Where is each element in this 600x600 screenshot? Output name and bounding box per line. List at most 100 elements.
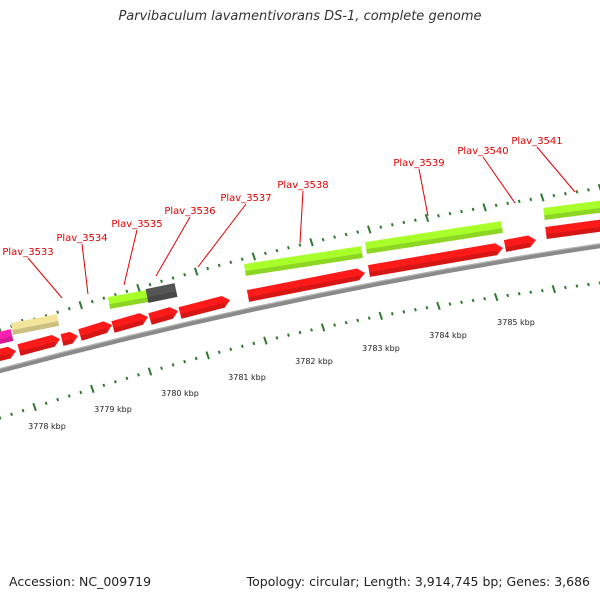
- outer-tick: [540, 193, 545, 202]
- outer-tick: [102, 296, 106, 300]
- gray-block: [145, 283, 178, 303]
- ruler-tick: [240, 344, 244, 349]
- ruler-tick: [21, 408, 25, 413]
- gene-block-green: [107, 290, 150, 309]
- ruler-tick: [147, 367, 153, 376]
- label-leader-line: [155, 216, 191, 277]
- ruler-tick: [471, 298, 475, 303]
- feature-shade: [366, 228, 503, 254]
- gene-arrow: [148, 307, 178, 325]
- ruler-tick: [367, 316, 371, 320]
- outer-tick: [67, 306, 71, 311]
- ruler-tick: [436, 301, 441, 310]
- label-leader-line: [536, 146, 576, 193]
- outer-tick: [90, 299, 94, 304]
- outer-tick: [171, 276, 175, 280]
- gene-arrow: [78, 321, 112, 341]
- genome-summary-text: Topology: circular; Length: 3,914,745 bp…: [246, 574, 590, 589]
- outer-tick: [482, 203, 487, 212]
- feature-shade: [12, 321, 60, 335]
- backbone-highlight: [0, 243, 600, 370]
- feature-shade: [113, 319, 144, 333]
- gene-arrow: [60, 331, 78, 346]
- outer-tick: [424, 213, 430, 223]
- ruler-tick: [517, 292, 521, 296]
- gene-label: Plav_3537: [220, 193, 271, 204]
- feature-track: [0, 200, 600, 361]
- feature-shade: [245, 253, 363, 276]
- outer-tick: [321, 237, 325, 242]
- ruler-tick: [125, 376, 129, 381]
- label-leader-line: [123, 229, 138, 286]
- outer-tick: [193, 267, 199, 276]
- gene-label: Plav_3535: [111, 219, 162, 230]
- gene-arrow: [111, 313, 148, 333]
- label-leader-line: [299, 190, 304, 244]
- gene-arrow: [178, 295, 230, 319]
- outer-tick: [206, 266, 210, 271]
- outer-tick: [160, 279, 163, 284]
- ruler-tick: [205, 351, 210, 360]
- ruler-tick: [160, 366, 163, 370]
- feature-shade: [62, 338, 74, 346]
- feature-shade: [369, 250, 499, 277]
- outer-tick: [597, 183, 600, 192]
- feature-shade: [180, 302, 226, 319]
- ruler-tick: [506, 293, 510, 298]
- label-leader-line: [81, 243, 89, 295]
- ruler-label: 3785 kbp: [497, 318, 535, 327]
- outer-tick: [437, 214, 440, 218]
- outer-tick: [471, 207, 475, 212]
- outer-tick-ring: [0, 183, 600, 332]
- ruler-label: 3784 kbp: [429, 331, 467, 340]
- outer-tick: [113, 292, 117, 297]
- outer-tick: [217, 263, 221, 268]
- outer-tick: [563, 191, 567, 196]
- gene-arrow: [0, 346, 16, 361]
- ruler-tick: [402, 309, 406, 314]
- outer-tick: [298, 243, 302, 247]
- ruler-tick: [587, 282, 590, 287]
- ruler-tick: [229, 347, 233, 351]
- ruler-tick: [217, 350, 221, 354]
- ruler-tick: [90, 384, 95, 393]
- outer-tick: [575, 190, 579, 194]
- outer-tick: [251, 252, 257, 261]
- ruler-tick: [390, 312, 394, 316]
- khaki-block: [10, 314, 60, 335]
- ruler-tick: [310, 328, 313, 332]
- feature-shade: [19, 341, 56, 356]
- ruler-tick: [413, 307, 417, 312]
- gene-label: Plav_3538: [277, 180, 328, 191]
- ruler-label: 3778 kbp: [28, 422, 66, 431]
- gene-block-red: [545, 219, 600, 239]
- ruler-tick: [320, 323, 326, 332]
- ruler-tick: [563, 285, 567, 290]
- feature-shade: [147, 291, 178, 303]
- ruler-tick: [575, 284, 579, 288]
- ruler-label: 3779 kbp: [94, 405, 132, 414]
- gene-label: Plav_3540: [457, 146, 508, 157]
- outer-tick: [229, 260, 233, 265]
- outer-tick: [125, 289, 129, 294]
- gene-label: Plav_3534: [56, 233, 107, 244]
- feature-shade: [109, 297, 150, 309]
- outer-tick: [517, 199, 521, 204]
- outer-tick: [402, 220, 406, 225]
- ruler-tick: [425, 306, 429, 310]
- gene-arrow: [17, 335, 60, 356]
- ruler-tick: [378, 311, 383, 321]
- outer-tick: [287, 246, 290, 250]
- ruler-tick: [32, 402, 37, 412]
- label-leaders: [27, 146, 576, 299]
- outer-tick: [413, 218, 417, 222]
- gene-arrow: [367, 243, 503, 277]
- ruler-tick: [79, 390, 83, 395]
- outer-tick: [136, 283, 141, 293]
- feature-shade: [150, 313, 174, 325]
- ruler-tick: [67, 394, 71, 398]
- gene-label: Plav_3536: [164, 206, 215, 217]
- outer-tick: [529, 197, 533, 202]
- ruler-tick: [333, 323, 337, 327]
